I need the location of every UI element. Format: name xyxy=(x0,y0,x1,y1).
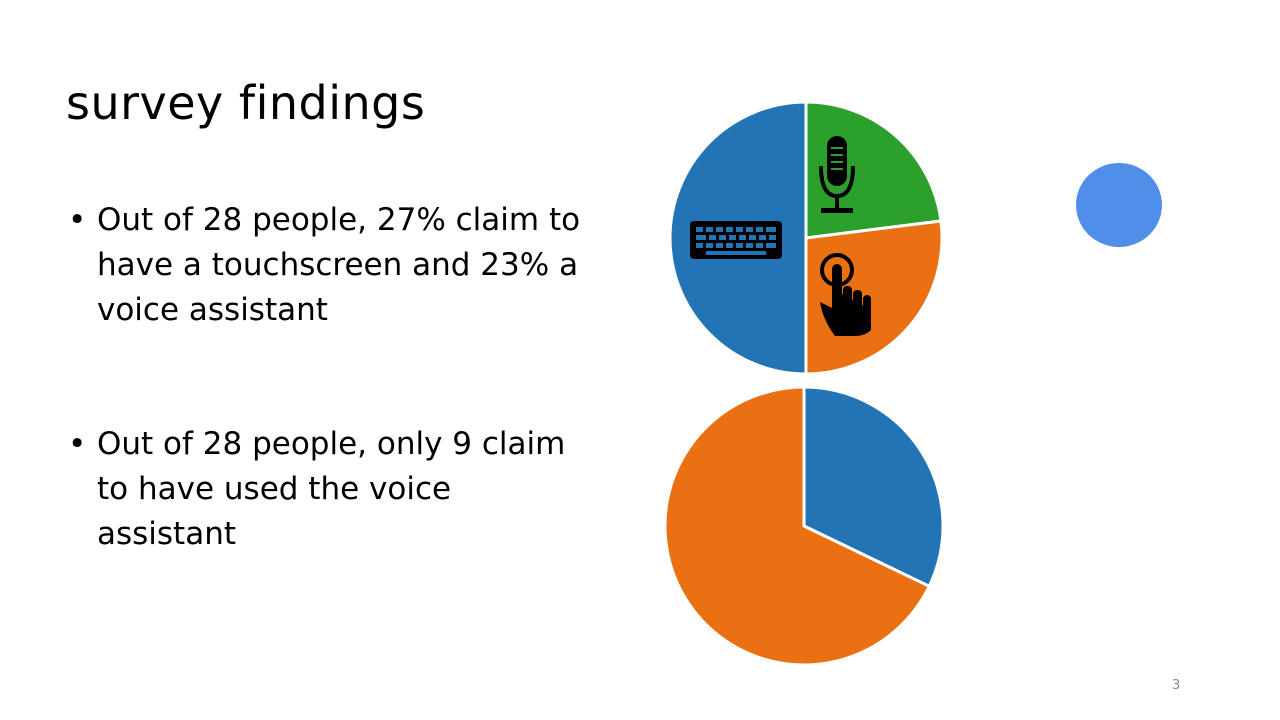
pie-slice-used-voice-assistant xyxy=(802,385,945,588)
bullet-marker: • xyxy=(68,202,87,238)
bullet-marker: • xyxy=(68,426,87,462)
keyboard-icon xyxy=(690,221,782,259)
pie-icons xyxy=(690,136,871,336)
pie-chart-voice-usage xyxy=(663,385,945,667)
bullet-text: Out of 28 people, only 9 claim to have u… xyxy=(97,426,566,552)
pie-slice-touchscreen xyxy=(804,219,944,376)
page-number: 3 xyxy=(1172,678,1181,693)
slide-title: survey findings xyxy=(66,76,426,130)
touch-hand-icon xyxy=(820,253,871,336)
bullet-text: Out of 28 people, 27% claim to have a to… xyxy=(97,202,581,328)
pie-slice-not-used xyxy=(663,385,931,667)
decorative-circle xyxy=(1076,163,1162,247)
microphone-icon xyxy=(819,136,855,213)
pie-slice-voice-assistant xyxy=(804,100,943,240)
bullet-item: • Out of 28 people, 27% claim to have a … xyxy=(68,198,588,333)
bullet-item: • Out of 28 people, only 9 claim to have… xyxy=(68,422,588,557)
